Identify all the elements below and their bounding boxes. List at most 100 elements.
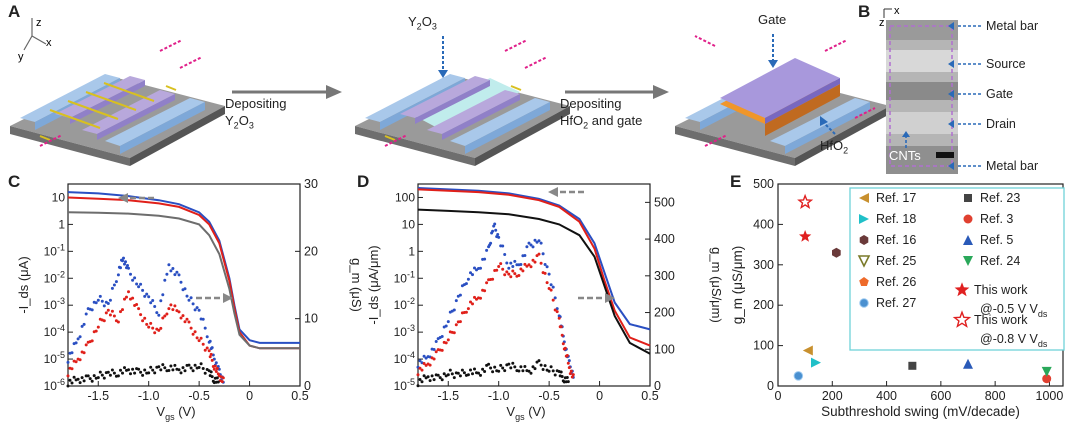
gm-point-blue xyxy=(489,241,493,245)
gm-point-black xyxy=(187,363,191,367)
x-tick-label: 0.5 xyxy=(291,389,308,403)
data-point xyxy=(908,361,917,370)
ids-curve-black xyxy=(417,208,651,355)
x-axis-title: Vgs (V) xyxy=(506,404,545,422)
gm-point-black xyxy=(147,371,151,375)
y-tick-label: 0 xyxy=(767,379,774,393)
gm-point-black xyxy=(566,380,570,384)
gm-point-blue xyxy=(454,299,458,303)
gm-point-blue xyxy=(545,265,549,269)
legend-label: This work xyxy=(974,283,1028,297)
y-right-tick-label: 10 xyxy=(304,312,318,326)
gm-point-red xyxy=(525,264,529,268)
gm-point-blue xyxy=(503,253,507,256)
axis-triad xyxy=(23,18,47,51)
gm-point-blue xyxy=(163,278,167,282)
gm-point-blue xyxy=(208,339,212,343)
gm-point-red xyxy=(139,313,143,317)
gm-point-red xyxy=(560,333,564,337)
b-axis-x: x xyxy=(894,5,900,17)
x-tick-label: -1.5 xyxy=(437,389,459,403)
gm-point-blue xyxy=(169,269,173,273)
gm-point-black xyxy=(501,366,505,370)
gm-point-blue xyxy=(505,261,509,265)
gm-point-black xyxy=(78,381,82,385)
chart-e: 0 200 400 600 800 1000 0 100 200 300 400 500 Subthre… xyxy=(730,177,1065,419)
gm-point-black xyxy=(88,377,92,381)
gm-point-blue xyxy=(114,280,118,284)
gm-point-black xyxy=(92,374,96,378)
y-left-tick-label: 10-5 xyxy=(44,350,65,366)
gm-point-blue xyxy=(497,235,501,239)
gm-point-red xyxy=(159,326,163,330)
gm-point-blue xyxy=(422,354,426,358)
gm-point-red xyxy=(195,336,199,340)
gm-point-black xyxy=(529,371,533,375)
gm-point-black xyxy=(127,368,130,372)
gm-point-red xyxy=(212,367,216,371)
step2-text-1: Depositing xyxy=(560,96,622,111)
gm-point-black xyxy=(511,361,515,365)
gm-point-red xyxy=(131,296,135,300)
gm-point-black xyxy=(523,365,527,368)
y-left-tick-label: 10-1 xyxy=(394,269,415,285)
device-3 xyxy=(675,34,890,166)
gm-point-red xyxy=(432,357,436,361)
b-label-drain: Drain xyxy=(986,117,1016,131)
gm-point-red xyxy=(543,271,547,275)
gm-point-blue xyxy=(537,239,541,243)
gm-point-blue xyxy=(197,308,201,312)
gm-point-red xyxy=(215,367,219,370)
gm-point-red xyxy=(501,267,505,271)
gm-point-red xyxy=(153,331,157,335)
gm-point-red xyxy=(125,295,128,299)
gm-point-black xyxy=(86,374,90,378)
gm-point-blue xyxy=(193,308,197,312)
gm-point-blue xyxy=(466,277,470,281)
gm-point-blue xyxy=(533,238,537,242)
gm-point-black xyxy=(543,364,547,368)
gm-point-black xyxy=(203,371,207,375)
gm-point-red xyxy=(213,364,217,368)
gm-point-red xyxy=(149,321,153,325)
gm-point-red xyxy=(208,355,212,359)
gm-point-black xyxy=(533,367,537,371)
gm-point-red xyxy=(551,298,555,302)
gm-point-red xyxy=(466,307,470,311)
axis-y-text: y xyxy=(18,51,24,63)
gm-point-red xyxy=(473,295,476,299)
axis-x-text: x xyxy=(46,37,52,49)
gm-point-red xyxy=(137,307,141,311)
gm-point-blue xyxy=(119,266,122,270)
gm-point-black xyxy=(80,376,84,380)
process-arrow-1 xyxy=(232,85,342,99)
gm-point-black xyxy=(565,376,569,379)
gm-point-black xyxy=(462,371,466,375)
y-right-tick-label: 20 xyxy=(304,244,318,258)
gm-point-red xyxy=(116,320,120,324)
gm-point-black xyxy=(201,367,205,370)
gm-point-black xyxy=(133,371,137,375)
gm-point-red xyxy=(189,326,193,330)
gm-point-red xyxy=(521,269,525,273)
legend-marker xyxy=(964,194,972,202)
gm-point-blue xyxy=(491,229,495,233)
gm-point-blue xyxy=(143,294,147,298)
gm-point-blue xyxy=(74,341,78,345)
gm-point-red xyxy=(527,263,531,267)
gm-point-blue xyxy=(84,312,88,316)
gm-point-black xyxy=(481,367,485,371)
gm-point-blue xyxy=(167,263,171,267)
x-tick-label: -1.0 xyxy=(488,389,510,403)
gm-point-blue xyxy=(567,359,571,363)
data-point xyxy=(963,358,973,369)
gm-point-black xyxy=(68,378,72,382)
data-point xyxy=(811,357,821,368)
legend-marker xyxy=(857,255,871,268)
gm-point-blue xyxy=(531,245,535,249)
x-tick-label: 0.5 xyxy=(641,389,658,403)
gm-point-red xyxy=(547,287,551,290)
gm-point-red xyxy=(121,308,124,312)
b-label-source: Source xyxy=(986,57,1026,71)
gm-point-black xyxy=(513,365,517,369)
